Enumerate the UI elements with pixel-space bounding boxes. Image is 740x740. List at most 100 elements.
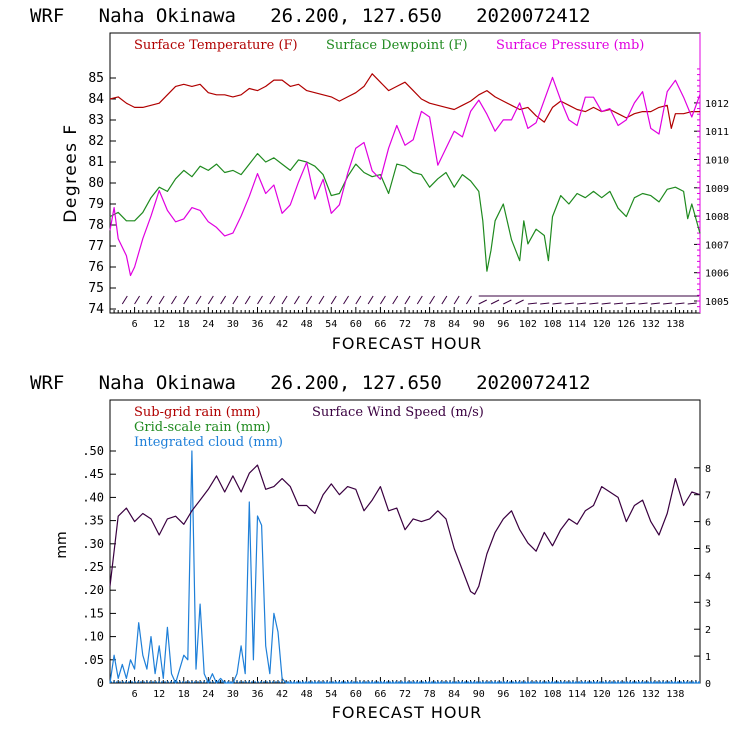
top-y2-tick-label: 1010 [705, 156, 729, 167]
bottom-y2-tick-label: 7 [705, 491, 711, 502]
wind-barb [687, 302, 697, 305]
bottom-y-tick-label: .15 [82, 606, 104, 620]
top-y-tick-label: 80 [88, 176, 104, 191]
wind-barb [367, 295, 374, 305]
top-x-tick-label: 30 [227, 319, 239, 330]
top-y-tick-label: 74 [88, 302, 104, 317]
wind-barb [207, 295, 214, 305]
top-x-tick-label: 108 [543, 319, 561, 330]
top-x-axis-label: FORECAST HOUR [332, 334, 483, 353]
bottom-y-tick-label: .25 [82, 560, 104, 574]
top-y2-tick-label: 1011 [705, 127, 729, 138]
bottom-y2-tick-label: 2 [705, 625, 711, 636]
wind-barb [134, 295, 141, 305]
bottom-y2-tick-label: 4 [705, 571, 711, 582]
bottom-x-tick-label: 18 [178, 689, 190, 700]
wind-barb [281, 295, 288, 305]
top-y2-tick-label: 1009 [705, 184, 729, 195]
bottom-x-tick-label: 48 [301, 689, 313, 700]
bottom-series-lines [109, 450, 701, 684]
top-y2-tick-label: 1012 [705, 99, 729, 110]
wind-barb [355, 295, 362, 305]
wind-barb [589, 302, 599, 305]
top-x-tick-label: 126 [617, 319, 635, 330]
bottom-x-tick-label: 24 [202, 689, 214, 700]
wind-barb [379, 295, 386, 305]
wind-barb [306, 295, 313, 305]
top-y2-tick-label: 1007 [705, 240, 729, 251]
wind-barb [220, 295, 227, 305]
legend-dewpoint: Surface Dewpoint (F) [326, 38, 468, 53]
wind-barb [466, 295, 472, 305]
wind-barb [146, 295, 153, 305]
wind-barb [540, 302, 550, 305]
wind-barb [453, 295, 460, 305]
bottom-y-tick-label: .50 [82, 444, 104, 458]
legend-subgrid-rain: Sub-grid rain (mm) [134, 405, 261, 420]
bottom-x-tick-label: 84 [448, 689, 460, 700]
bottom-x-tick-label: 30 [227, 689, 239, 700]
bottom-x-ticks: 6 12 18 24 30 36 42 48 54 60 66 72 78 84 90 96 102 108 114… [113, 677, 697, 700]
bottom-x-tick-label: 90 [473, 689, 485, 700]
wind-barb [503, 299, 512, 305]
wind-barb [527, 302, 537, 305]
bottom-y2-tick-label: 3 [705, 598, 711, 609]
legend-gridscale-rain: Grid-scale rain (mm) [134, 420, 271, 435]
bottom-y-tick-label: .10 [82, 630, 104, 644]
top-y-tick-label: 79 [88, 197, 104, 212]
wind-barb [564, 302, 574, 305]
top-y2-tick-label: 1008 [705, 212, 729, 223]
bottom-x-tick-label: 60 [350, 689, 362, 700]
top-y-tick-label: 77 [88, 239, 104, 254]
wind-barb [552, 302, 562, 305]
top-series-lines [109, 73, 701, 277]
bottom-x-axis-label: FORECAST HOUR [332, 703, 483, 722]
wind-barb [404, 295, 411, 305]
wind-barb [626, 302, 636, 305]
wind-barb [577, 302, 587, 305]
top-x-tick-label: 72 [399, 319, 411, 330]
top-y-tick-label: 82 [88, 134, 104, 149]
top-x-tick-label: 90 [473, 319, 485, 330]
bottom-y2-tick-label: 6 [705, 518, 711, 529]
wind-barb [183, 295, 190, 305]
top-y-ticks: 74 75 76 77 78 79 80 81 82 83 84 85 [88, 71, 116, 317]
bottom-x-tick-label: 6 [132, 689, 138, 700]
bottom-y-tick-label: .35 [82, 514, 104, 528]
bottom-chart-title: WRF Naha Okinawa 26.200, 127.650 2020072… [30, 372, 591, 394]
legend-pressure: Surface Pressure (mb) [496, 38, 644, 53]
bottom-y-tick-label: .40 [82, 490, 104, 504]
bottom-x-tick-label: 132 [642, 689, 660, 700]
wind-barb [429, 295, 436, 305]
top-x-tick-label: 138 [666, 319, 684, 330]
bottom-y-tick-label: .45 [82, 467, 104, 481]
bottom-x-tick-label: 36 [251, 689, 263, 700]
top-y-tick-label: 78 [88, 218, 104, 233]
top-y-axis-label: Degrees F [61, 123, 81, 222]
top-chart-title: WRF Naha Okinawa 26.200, 127.650 2020072… [30, 5, 591, 27]
top-x-tick-label: 60 [350, 319, 362, 330]
top-x-tick-label: 66 [374, 319, 386, 330]
top-x-tick-label: 48 [301, 319, 313, 330]
bottom-y2-tick-label: 1 [705, 652, 711, 663]
top-x-tick-label: 96 [497, 319, 509, 330]
wind-barb [613, 302, 624, 305]
bottom-x-tick-label: 96 [497, 689, 509, 700]
top-x-tick-label: 12 [153, 319, 165, 330]
bottom-y2-tick-label: 0 [705, 679, 711, 690]
bottom-x-tick-label: 54 [325, 689, 337, 700]
top-x-tick-label: 102 [519, 319, 537, 330]
bottom-x-tick-label: 78 [424, 689, 436, 700]
wind-barb [244, 295, 251, 305]
top-x-tick-label: 6 [132, 319, 138, 330]
wind-barb [478, 299, 487, 305]
wind-barb [330, 295, 337, 305]
top-y2-ticks: 1005 1006 1007 1008 1009 1010 1011 1012 [694, 33, 729, 313]
legend-wind-speed: Surface Wind Speed (m/s) [312, 405, 484, 420]
bottom-x-tick-label: 72 [399, 689, 411, 700]
wind-barb [318, 295, 325, 305]
legend-integrated-cloud: Integrated cloud (mm) [134, 435, 283, 450]
top-x-tick-label: 36 [251, 319, 263, 330]
top-y-tick-label: 76 [88, 260, 104, 275]
